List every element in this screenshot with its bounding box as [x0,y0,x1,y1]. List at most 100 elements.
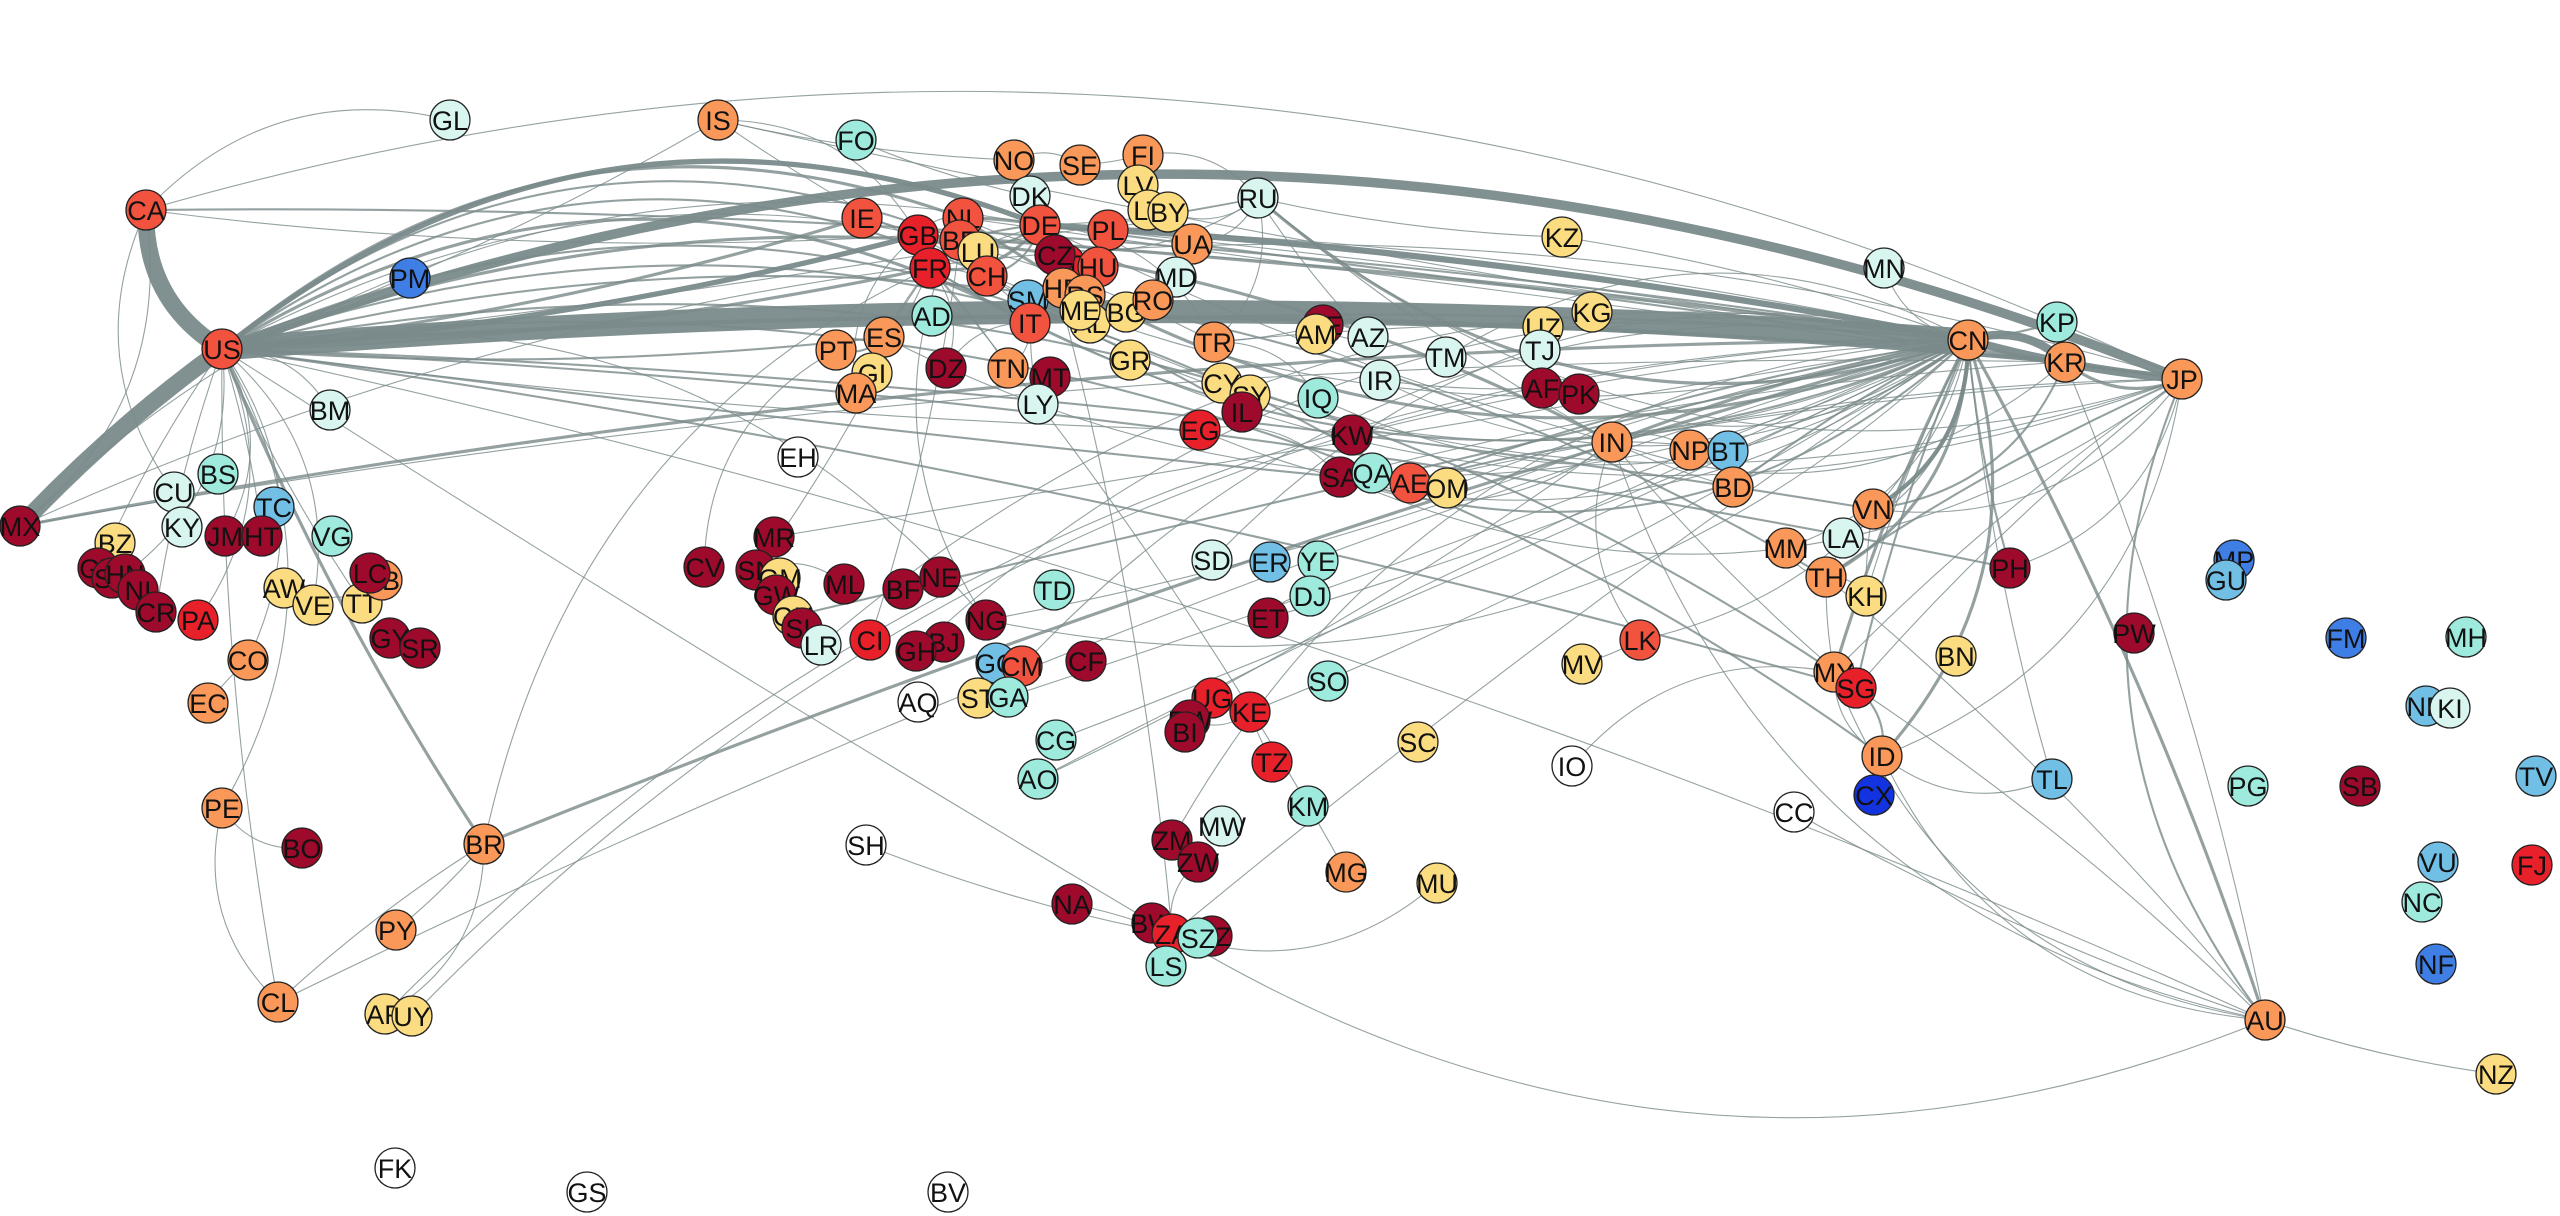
node-fr: FR [909,247,951,289]
node-circle [257,981,299,1023]
node-circle [1147,191,1189,233]
node-lk: LK [1619,619,1661,661]
node-sh: SH [845,824,887,866]
edge-us-ca [137,201,231,358]
edge-us-my [220,303,1836,674]
node-label: DZ [928,354,964,384]
node-label: CO [228,646,269,676]
node-mn: MN [1863,247,1905,289]
node-label: TJ [1525,336,1555,366]
edge-cn-is [717,119,1969,398]
edge-us-be [220,180,962,351]
node-nz: NZ [2475,1053,2517,1095]
node-mv: MV [1561,643,1603,685]
node-circle [135,591,177,633]
node-pm: PM [389,257,431,299]
node-circle [849,619,891,661]
node-py: PY [375,909,417,951]
node-circle [882,568,924,610]
node-gs: GS [566,1171,608,1213]
node-circle [1773,791,1815,833]
edge-jp-id [1881,378,2183,757]
node-pl: PL [1087,209,1129,251]
node-tm: TM [1425,336,1467,378]
node-na: NA [1051,883,1093,925]
node-label: PT [819,336,854,366]
node-label: ML [825,570,863,600]
node-circle [925,347,967,389]
node-label: GR [1110,346,1151,376]
node-circle [1059,144,1101,186]
node-label: VE [295,591,331,621]
node-label: IO [1558,752,1587,782]
edge-cu-ca [117,209,175,493]
node-circle [1109,339,1151,381]
edge-us-de [219,158,1043,352]
node-circle [835,119,877,161]
node-circle [1853,774,1895,816]
node-es: ES [863,316,905,358]
node-mm: MM [1764,527,1808,569]
node-circle [227,639,269,681]
node-label: US [203,335,241,365]
node-circle [1145,945,1187,987]
node-label: CL [261,988,296,1018]
node-kh: KH [1845,575,1887,617]
node-gr: GR [1109,339,1151,381]
node-circle [1017,758,1059,800]
node-kw: KW [1330,414,1374,456]
node-label: OM [1425,474,1469,504]
node-circle [753,516,795,558]
node-bo: BO [281,827,323,869]
node-circle [1712,466,1754,508]
node-label: ME [1060,296,1101,326]
node-label: AQ [898,688,937,718]
node-label: NP [1671,436,1709,466]
node-tj: TJ [1519,329,1561,371]
node-dj: DJ [1289,575,1331,617]
node-ua: UA [1171,223,1213,265]
node-il: IL [1221,391,1263,433]
node-ne: NE [919,556,961,598]
node-circle [125,189,167,231]
node-circle [2429,687,2471,729]
node-circle [2205,559,2247,601]
node-kr: KR [2044,341,2086,383]
node-label: EC [189,689,227,719]
node-label: KH [1847,582,1885,612]
node-ru: RU [1237,177,1279,219]
node-label: AF [1525,374,1560,404]
edge-jp-sg [1855,378,2183,689]
edge-au-in [1611,441,2266,1021]
edge-io-my [1571,666,1835,767]
node-mh: MH [2445,616,2487,658]
node-circle [2036,301,2078,343]
node-circle [1065,640,1107,682]
edge-is-gb [717,119,919,236]
node-bs: BS [197,453,239,495]
node-label: GH [896,637,937,667]
node-ae: AE [1389,462,1431,504]
node-cv: CV [683,546,725,588]
node-label: NA [1053,890,1091,920]
node-it: IT [1009,302,1051,344]
node-km: KM [1287,785,1329,827]
node-label: BY [1150,198,1186,228]
node-nc: NC [2401,881,2443,923]
node-fo: FO [835,119,877,161]
edge-au-cn [1966,338,2267,1022]
node-circle [1017,383,1059,425]
node-circle [389,257,431,299]
node-circle [201,328,243,370]
node-label: SG [1836,674,1875,704]
node-label: DJ [1294,582,1327,612]
node-cf: CF [1065,640,1107,682]
node-circle [1221,391,1263,433]
node-label: TR [1196,328,1232,358]
node-label: MA [836,379,877,409]
node-circle [1347,316,1389,358]
node-circle [1251,741,1293,783]
node-tr: TR [1193,321,1235,363]
node-circle [201,787,243,829]
node-circle [2339,765,2381,807]
